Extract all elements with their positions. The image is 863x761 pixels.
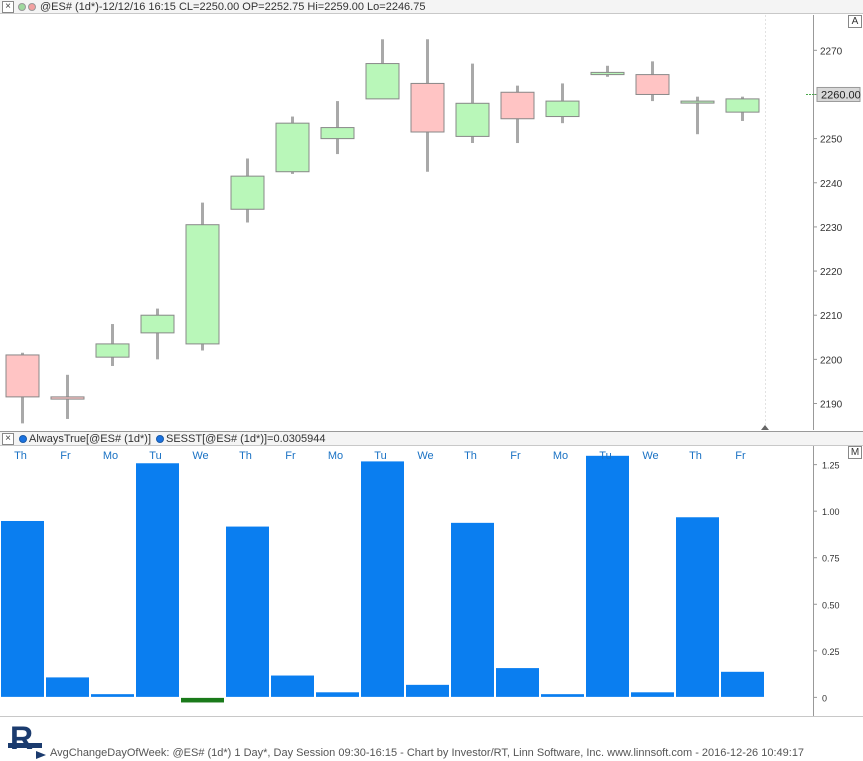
- close-icon[interactable]: ×: [2, 433, 14, 445]
- indicator-bar: [0, 519, 45, 698]
- indicator-bar: [405, 683, 450, 698]
- indicator-bar: [495, 667, 540, 698]
- indicator-tick-label: 0: [822, 693, 827, 703]
- candle-body: [275, 122, 310, 173]
- series-b-dot-icon: [156, 435, 164, 443]
- candle-body: [455, 102, 490, 137]
- candle-body: [140, 314, 175, 334]
- footer-text: AvgChangeDayOfWeek: @ES# (1d*) 1 Day*, D…: [50, 747, 805, 759]
- indicator-bar: [135, 462, 180, 698]
- green-dot-icon[interactable]: [18, 3, 26, 11]
- day-of-week-label: Tu: [374, 450, 386, 462]
- candle-body: [410, 82, 445, 133]
- footer: R AvgChangeDayOfWeek: @ES# (1d*) 1 Day*,…: [0, 716, 863, 760]
- indicator-axis-scale-button[interactable]: M: [848, 446, 862, 459]
- day-of-week-label: Fr: [60, 450, 71, 462]
- day-of-week-label: We: [192, 450, 208, 462]
- day-of-week-label: Tu: [149, 450, 161, 462]
- indicator-tick-label: 0.25: [822, 647, 840, 657]
- day-of-week-label: Fr: [735, 450, 746, 462]
- candle-body: [95, 343, 130, 358]
- candle-body: [185, 224, 220, 345]
- indicator-tick-label: 0.50: [822, 600, 840, 610]
- price-tick-label: 2200: [820, 355, 843, 366]
- indicator-bar: [450, 521, 495, 698]
- price-tick-label: 2250: [820, 135, 843, 146]
- candle-body: [365, 63, 400, 100]
- candle-body: [725, 98, 760, 113]
- indicator-bar: [90, 693, 135, 698]
- chart-canvas: 2190220022102220223022402250226022702260…: [0, 15, 861, 716]
- candle-body: [5, 354, 40, 398]
- day-of-week-label: Fr: [285, 450, 296, 462]
- candle-body: [320, 127, 355, 140]
- indicator-bar: [360, 460, 405, 698]
- price-axis-scale-button[interactable]: A: [848, 15, 862, 28]
- day-of-week-label: Fr: [510, 450, 521, 462]
- series-b-label[interactable]: SESST[@ES# (1d*)]=0.0305944: [166, 433, 326, 445]
- indicator-title-bar: × AlwaysTrue[@ES# (1d*)] SESST[@ES# (1d*…: [0, 431, 863, 446]
- day-of-week-label: Mo: [103, 450, 118, 462]
- current-price-box: [816, 86, 861, 102]
- svg-text:R: R: [10, 720, 33, 756]
- price-tick-label: 2270: [820, 46, 843, 57]
- candle-body: [230, 175, 265, 210]
- day-of-week-label: We: [417, 450, 433, 462]
- indicator-bar: [45, 676, 90, 698]
- red-dot-icon[interactable]: [28, 3, 36, 11]
- candle-body: [590, 71, 625, 76]
- price-tick-label: 2220: [820, 267, 843, 278]
- indicator-bar: [180, 696, 225, 704]
- day-of-week-label: Th: [14, 450, 27, 462]
- day-of-week-label: Mo: [328, 450, 343, 462]
- candle-body: [635, 74, 670, 95]
- series-a-label[interactable]: AlwaysTrue[@ES# (1d*)]: [29, 433, 152, 445]
- close-icon[interactable]: ×: [2, 1, 14, 13]
- day-of-week-label: Th: [689, 450, 702, 462]
- indicator-bar: [315, 691, 360, 698]
- upper-chart-title-bar: × @ES# (1d*)-12/12/16 16:15 CL=2250.00 O…: [0, 0, 863, 14]
- series-a-dot-icon: [19, 435, 27, 443]
- day-of-week-label: Th: [239, 450, 252, 462]
- upper-chart-title: @ES# (1d*)-12/12/16 16:15 CL=2250.00 OP=…: [40, 1, 426, 13]
- indicator-bar: [720, 670, 765, 698]
- day-of-week-label: Tu: [599, 450, 611, 462]
- current-price-label: 2260.00: [821, 89, 861, 101]
- indicator-bar: [675, 516, 720, 698]
- price-tick-label: 2190: [820, 400, 843, 411]
- day-of-week-label: Mo: [553, 450, 568, 462]
- scroll-marker-icon: [761, 425, 769, 430]
- candle-body: [680, 100, 715, 104]
- price-tick-label: 2240: [820, 179, 843, 190]
- indicator-bar: [225, 525, 270, 698]
- indicator-bar: [585, 454, 630, 698]
- indicator-bar: [540, 693, 585, 698]
- indicator-bar: [270, 674, 315, 698]
- candle-body: [50, 396, 85, 400]
- indicator-tick-label: 1.25: [822, 461, 840, 471]
- indicator-bar: [630, 691, 675, 698]
- day-of-week-label: Th: [464, 450, 477, 462]
- candle-body: [500, 91, 535, 120]
- indicator-tick-label: 1.00: [822, 507, 840, 517]
- price-tick-label: 2210: [820, 311, 843, 322]
- day-of-week-label: We: [642, 450, 658, 462]
- candle-body: [545, 100, 580, 118]
- linn-logo-icon: R: [8, 720, 46, 759]
- price-tick-label: 2230: [820, 223, 843, 234]
- indicator-tick-label: 0.75: [822, 554, 840, 564]
